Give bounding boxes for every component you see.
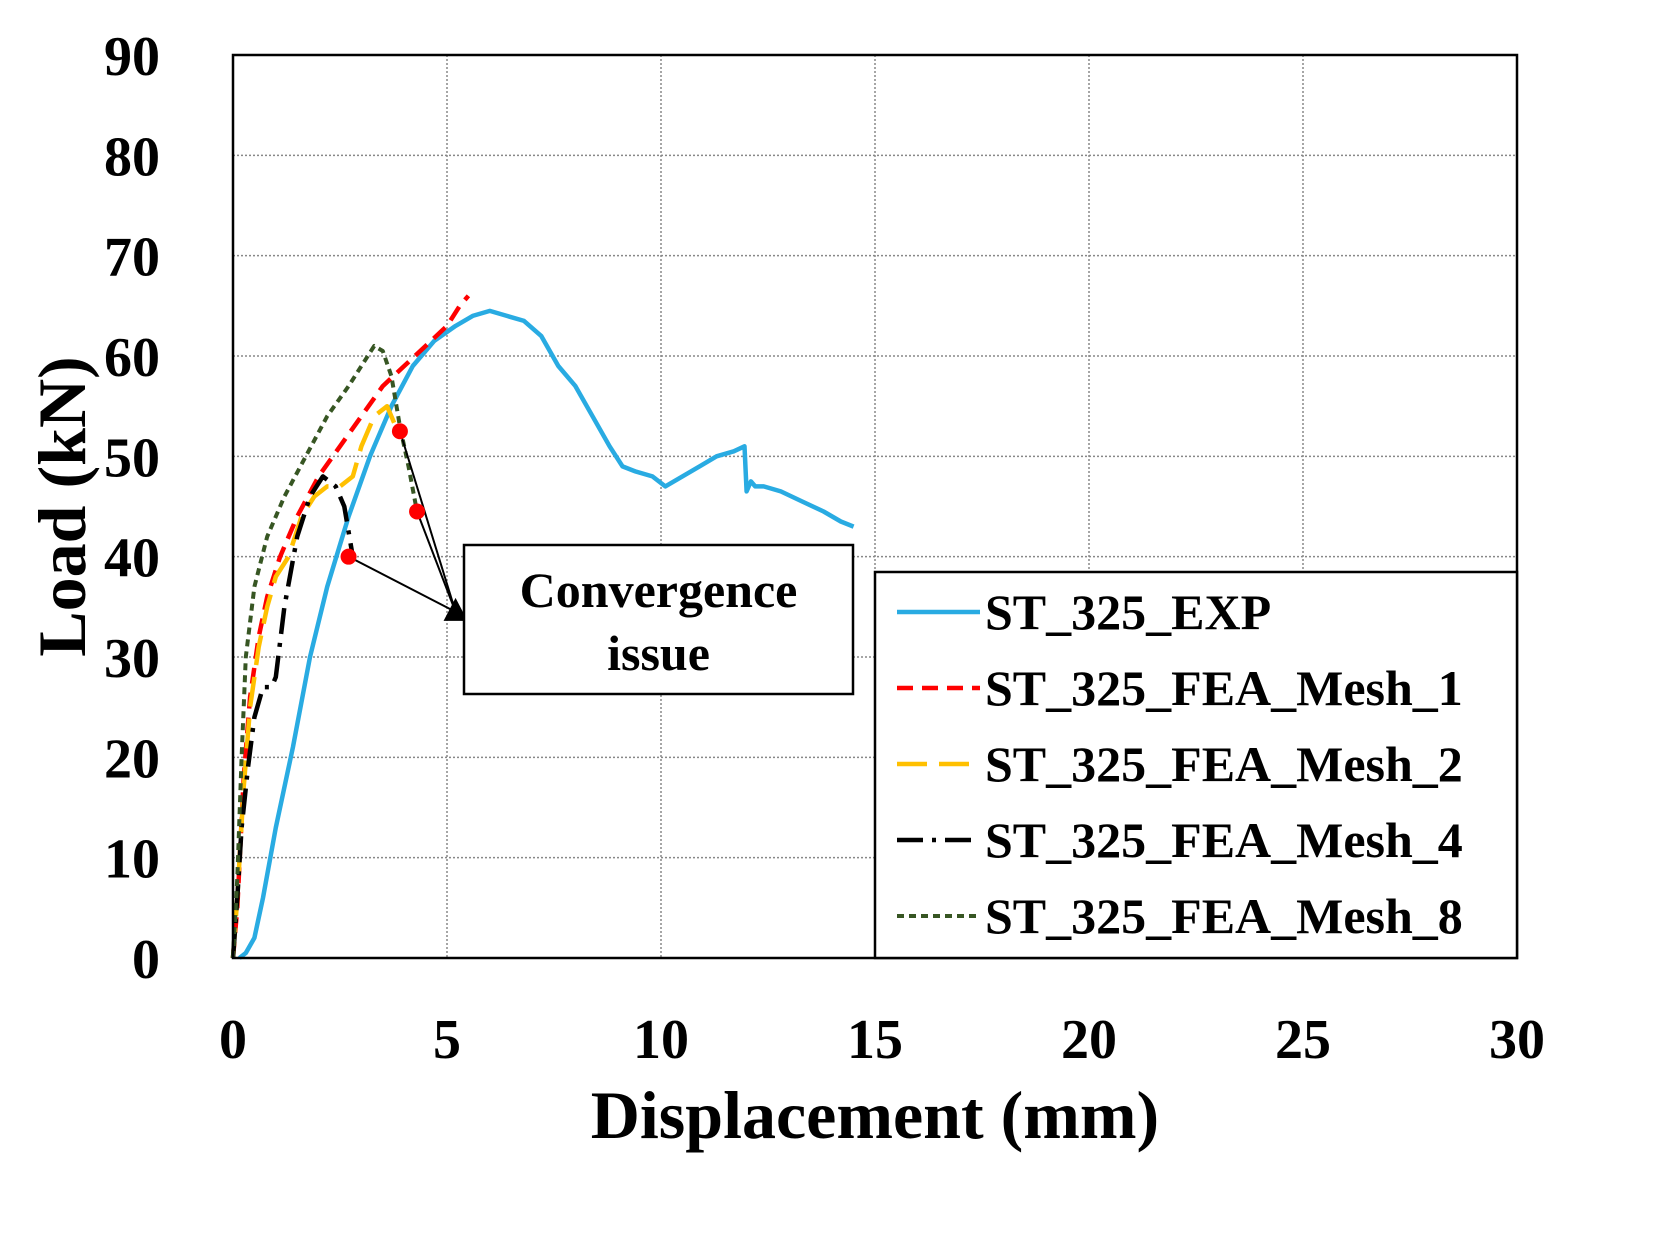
series-line-4: [230, 474, 356, 959]
legend: ST_325_EXP ST_325_FEA_Mesh_1 ST_325_FEA_Me…: [873, 570, 1519, 960]
convergence-annotation: Convergence issue: [462, 543, 855, 696]
x-axis-ticks: 0 5 10 15 20 25 30: [219, 1009, 1545, 1071]
legend-label: ST_325_FEA_Mesh_1: [985, 660, 1463, 716]
x-tick-label: 20: [1061, 1009, 1117, 1071]
y-axis-ticks: 0 10 20 30 40 50 60 70 80 90: [104, 26, 160, 991]
y-axis-title: Load (kN): [24, 356, 100, 656]
x-tick-label: 10: [633, 1009, 689, 1071]
y-tick-label: 60: [104, 327, 160, 389]
y-tick-label: 90: [104, 26, 160, 88]
legend-item-2: ST_325_FEA_Mesh_1: [897, 660, 1463, 716]
series-layer: [230, 294, 855, 960]
x-tick-label: 15: [847, 1009, 903, 1071]
failure-marker-2: [391, 423, 408, 440]
x-tick-label: 30: [1489, 1009, 1545, 1071]
x-axis-title: Displacement (mm): [591, 1077, 1159, 1153]
arrow-head: [443, 597, 468, 621]
legend-label: ST_325_FEA_Mesh_8: [985, 888, 1463, 944]
annotation-arrow-2: [398, 430, 457, 613]
failure-markers: [340, 423, 426, 565]
legend-item-3: ST_325_FEA_Mesh_2: [897, 736, 1463, 792]
annotation-arrows: [348, 430, 468, 621]
y-tick-label: 80: [104, 126, 160, 188]
legend-label: ST_325_FEA_Mesh_2: [985, 736, 1463, 792]
x-tick-label: 5: [433, 1009, 461, 1071]
legend-item-1: ST_325_EXP: [897, 584, 1271, 640]
x-tick-label: 0: [219, 1009, 247, 1071]
series-line-3: [230, 403, 402, 959]
legend-label: ST_325_FEA_Mesh_4: [985, 812, 1463, 868]
annotation-text-line-1: Convergence: [520, 562, 798, 618]
y-tick-label: 30: [104, 628, 160, 690]
series-line-1: [238, 308, 855, 960]
x-tick-label: 25: [1275, 1009, 1331, 1071]
annotation-text-line-2: issue: [607, 625, 710, 681]
annotation-arrow-3: [416, 511, 457, 613]
annotation-box: [462, 543, 855, 696]
annotation-arrow-1: [348, 555, 457, 613]
y-tick-label: 10: [104, 829, 160, 891]
legend-item-4: ST_325_FEA_Mesh_4: [897, 812, 1463, 868]
y-tick-label: 40: [104, 528, 160, 590]
y-tick-label: 20: [104, 728, 160, 790]
y-tick-label: 50: [104, 427, 160, 489]
failure-marker-1: [340, 548, 357, 565]
failure-marker-3: [409, 503, 426, 520]
legend-item-5: ST_325_FEA_Mesh_8: [897, 888, 1463, 944]
legend-box: [873, 570, 1519, 960]
y-tick-label: 0: [132, 929, 160, 991]
legend-label: ST_325_EXP: [985, 584, 1271, 640]
series-line-5: [231, 344, 419, 959]
y-tick-label: 70: [104, 227, 160, 289]
